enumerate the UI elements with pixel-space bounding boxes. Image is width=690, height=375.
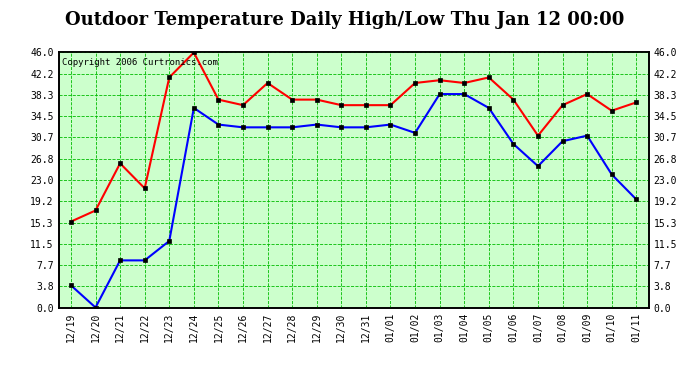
- Text: Outdoor Temperature Daily High/Low Thu Jan 12 00:00: Outdoor Temperature Daily High/Low Thu J…: [66, 11, 624, 29]
- Text: Copyright 2006 Curtronics.com: Copyright 2006 Curtronics.com: [61, 58, 217, 67]
